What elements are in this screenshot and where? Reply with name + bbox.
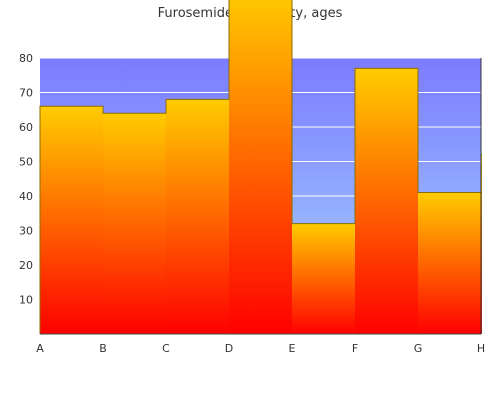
area-step-C: [166, 99, 229, 334]
x-axis-ticks: A B C D E F G H: [36, 342, 485, 355]
y-tick-label: 40: [19, 190, 33, 203]
x-tick-label: H: [477, 342, 485, 355]
area-series: [39, 0, 482, 334]
x-tick-label: B: [99, 342, 107, 355]
area-step-D: [229, 0, 292, 334]
y-axis-ticks: 10 20 30 40 50 60 70 80: [19, 52, 33, 307]
y-tick-label: 70: [19, 87, 33, 100]
area-outline: [39, 0, 482, 334]
y-tick-label: 10: [19, 294, 33, 307]
y-tick-label: 20: [19, 259, 33, 272]
area-step-E: [292, 223, 355, 334]
y-tick-label: 80: [19, 52, 33, 65]
y-tick-label: 50: [19, 156, 33, 169]
y-tick-label: 30: [19, 225, 33, 238]
area-step-G: [418, 192, 481, 334]
x-tick-label: G: [414, 342, 423, 355]
x-tick-label: F: [352, 342, 358, 355]
area-step-A: [40, 106, 103, 334]
x-tick-label: A: [36, 342, 44, 355]
x-tick-label: D: [225, 342, 233, 355]
area-step-B: [103, 113, 166, 334]
area-step-F: [355, 68, 418, 334]
x-tick-label: C: [162, 342, 170, 355]
x-tick-label: E: [289, 342, 296, 355]
y-tick-label: 60: [19, 121, 33, 134]
